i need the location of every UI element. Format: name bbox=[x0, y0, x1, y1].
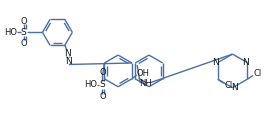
Text: NH: NH bbox=[139, 79, 152, 88]
Text: OH: OH bbox=[136, 69, 149, 78]
Text: HO: HO bbox=[84, 80, 97, 89]
Text: N: N bbox=[242, 58, 249, 67]
Text: N: N bbox=[66, 56, 72, 66]
Text: HO: HO bbox=[4, 28, 17, 37]
Text: O: O bbox=[99, 92, 106, 101]
Text: O: O bbox=[20, 17, 27, 26]
Text: N: N bbox=[231, 83, 238, 92]
Text: N: N bbox=[64, 49, 71, 58]
Text: Cl: Cl bbox=[254, 69, 262, 78]
Text: N: N bbox=[212, 58, 219, 67]
Text: S: S bbox=[21, 28, 26, 37]
Text: Cl: Cl bbox=[225, 81, 233, 90]
Text: S: S bbox=[100, 80, 105, 89]
Text: O: O bbox=[99, 68, 106, 77]
Text: O: O bbox=[20, 39, 27, 48]
